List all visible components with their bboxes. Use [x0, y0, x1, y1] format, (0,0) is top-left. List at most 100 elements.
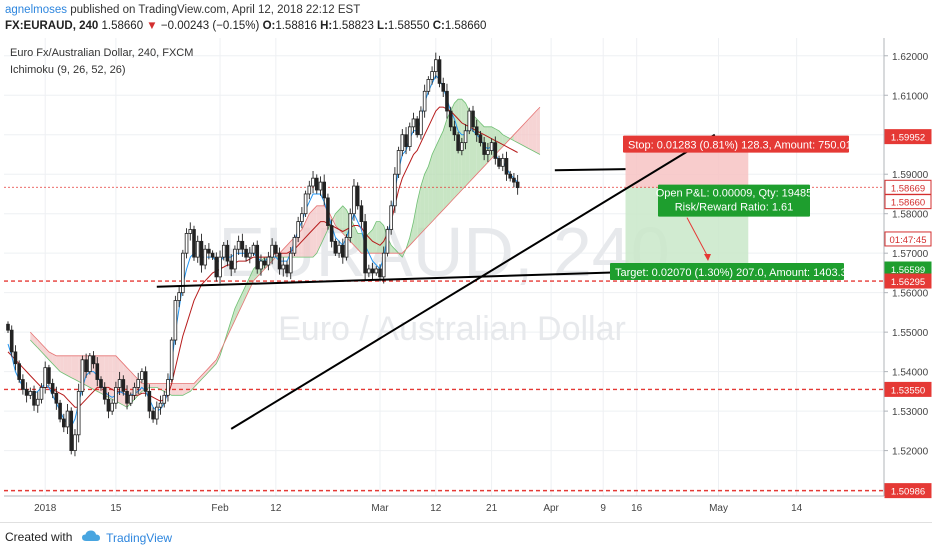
candle-body — [433, 59, 438, 72]
cloud-segment — [186, 383, 191, 394]
candle-body — [396, 150, 401, 175]
trendline — [554, 168, 626, 172]
candle-body — [296, 221, 300, 238]
candle-body — [333, 240, 338, 254]
candle-body — [419, 110, 423, 136]
cloud-segment — [60, 355, 64, 374]
x-tick-label: May — [709, 503, 728, 514]
published-text: published on TradingView.com, April 12, … — [70, 4, 361, 16]
x-tick-label: 12 — [270, 503, 282, 514]
candles — [6, 52, 520, 457]
candle-body — [407, 126, 412, 147]
candle-body — [65, 410, 70, 428]
cloud-segment — [71, 355, 75, 380]
candle-body — [266, 256, 271, 266]
cloud-segment — [428, 154, 433, 226]
price-badge — [884, 381, 932, 397]
candle-body — [445, 90, 449, 112]
y-tick-label: 1.54000 — [892, 368, 929, 379]
candle-body — [181, 252, 185, 294]
open-label: O: — [262, 20, 276, 32]
candle-body — [489, 142, 494, 151]
candle-body — [322, 181, 326, 199]
candle-body — [355, 185, 360, 207]
y-tick-label: 1.59000 — [892, 170, 929, 181]
candle-body — [463, 130, 468, 144]
chart-area[interactable]: EURAUD, 240 Euro / Australian Dollar Stop… — [4, 38, 932, 522]
x-tick-label: 12 — [430, 503, 442, 514]
candle-body — [352, 185, 356, 215]
candle-body — [389, 205, 393, 230]
candle-body — [385, 229, 390, 254]
x-tick-label: Apr — [543, 503, 559, 514]
candle-body — [378, 268, 382, 278]
author-link[interactable]: agnelmoses — [5, 4, 68, 16]
cloud-segment — [316, 205, 321, 254]
cloud-segment — [149, 383, 154, 388]
candle-body — [207, 248, 211, 254]
cloud-segment — [525, 118, 529, 149]
candle-body — [6, 323, 10, 331]
cloud-segment — [461, 99, 466, 191]
x-tick-label: 2018 — [34, 503, 57, 514]
candle-body — [9, 329, 14, 353]
price-badge-label: 01:47:45 — [890, 235, 927, 246]
cloud-segment — [231, 308, 235, 329]
candle-body — [233, 248, 237, 270]
y-axis: 1.620001.610001.600001.590001.580001.570… — [883, 38, 932, 499]
x-tick-label: 16 — [631, 503, 643, 514]
candle-body — [300, 213, 304, 222]
candle-body — [292, 236, 297, 254]
candle-body — [177, 292, 181, 301]
candle-body — [21, 379, 25, 390]
candle-body — [69, 410, 74, 451]
candle-body — [203, 248, 207, 266]
chart-title: Euro Fx/Australian Dollar, 240, FXCM — [10, 47, 193, 59]
candle-body — [348, 213, 353, 238]
candle-body — [195, 240, 200, 258]
candle-body — [262, 260, 267, 266]
tradingview-brand[interactable]: TradingView — [106, 530, 173, 545]
cloud-segment — [435, 138, 440, 218]
indicator-label: Ichimoku (9, 26, 52, 26) — [10, 64, 126, 76]
candle-body — [482, 142, 486, 155]
cloud-segment — [335, 209, 340, 230]
price-badge-label: 1.56599 — [891, 265, 925, 276]
candle-body — [17, 363, 21, 380]
candle-body — [76, 390, 81, 436]
stop-label: Stop: 0.01283 (0.81%) 128.3, Amount: 750… — [628, 140, 852, 152]
candle-body — [24, 388, 29, 396]
cloud-segment — [212, 359, 217, 368]
cloud-segment — [420, 174, 425, 234]
footer: Created with TradingView — [0, 522, 932, 551]
candle-body — [99, 379, 103, 388]
candle-body — [121, 379, 126, 392]
price-badge-label: 1.58660 — [891, 198, 925, 209]
pl-label: Open P&L: 0.00009, Qty: 19485 — [656, 188, 813, 200]
candle-body — [184, 233, 189, 254]
close-label: C: — [432, 20, 445, 32]
cloud-segment — [242, 284, 247, 305]
candle-body — [500, 158, 505, 167]
candle-body — [88, 355, 92, 373]
cloud-segment — [528, 114, 533, 151]
created-with-text: Created with — [5, 530, 73, 544]
cloud-segment — [119, 359, 124, 406]
price-badge-label: 1.53550 — [891, 385, 925, 396]
candle-body — [422, 90, 427, 112]
candle-body — [411, 118, 416, 128]
cloud-segment — [517, 126, 522, 145]
cloud-segment — [499, 130, 503, 151]
cloud-segment — [201, 371, 206, 380]
price-badge — [884, 483, 932, 499]
candle-body — [478, 134, 483, 144]
cloud-segment — [246, 276, 250, 297]
candle-body — [188, 229, 193, 234]
last-price: 1.58660 — [101, 20, 144, 32]
projection-arrow — [686, 217, 709, 258]
tenkan-line — [7, 74, 518, 428]
y-tick-label: 1.56000 — [892, 289, 929, 300]
candle-body — [259, 260, 263, 270]
candle-body — [344, 236, 349, 258]
